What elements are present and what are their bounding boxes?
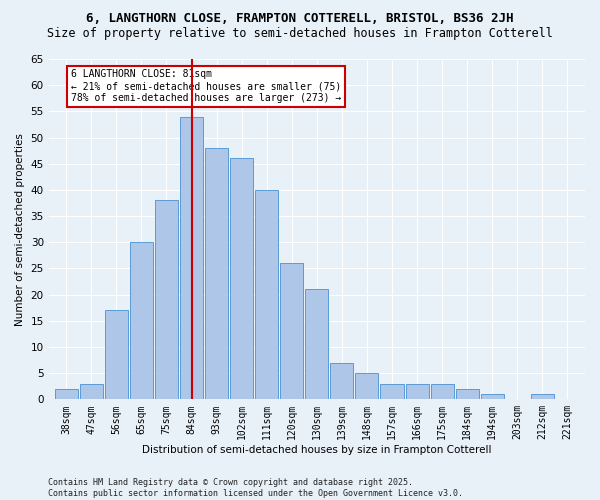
Text: 6 LANGTHORN CLOSE: 81sqm
← 21% of semi-detached houses are smaller (75)
78% of s: 6 LANGTHORN CLOSE: 81sqm ← 21% of semi-d… [71,70,341,102]
Bar [280,263,303,400]
Text: Contains HM Land Registry data © Crown copyright and database right 2025.
Contai: Contains HM Land Registry data © Crown c… [48,478,463,498]
Bar [406,384,428,400]
Bar [481,394,504,400]
Bar [80,384,103,400]
Bar [380,384,404,400]
X-axis label: Distribution of semi-detached houses by size in Frampton Cotterell: Distribution of semi-detached houses by … [142,445,491,455]
Bar [305,290,328,400]
Bar [455,389,479,400]
Bar [180,116,203,400]
Y-axis label: Number of semi-detached properties: Number of semi-detached properties [15,132,25,326]
Bar [331,362,353,400]
Bar [431,384,454,400]
Bar [531,394,554,400]
Bar [55,389,78,400]
Bar [355,373,379,400]
Bar [255,190,278,400]
Bar [230,158,253,400]
Text: Size of property relative to semi-detached houses in Frampton Cotterell: Size of property relative to semi-detach… [47,28,553,40]
Bar [205,148,228,400]
Bar [155,200,178,400]
Bar [130,242,153,400]
Text: 6, LANGTHORN CLOSE, FRAMPTON COTTERELL, BRISTOL, BS36 2JH: 6, LANGTHORN CLOSE, FRAMPTON COTTERELL, … [86,12,514,26]
Bar [105,310,128,400]
